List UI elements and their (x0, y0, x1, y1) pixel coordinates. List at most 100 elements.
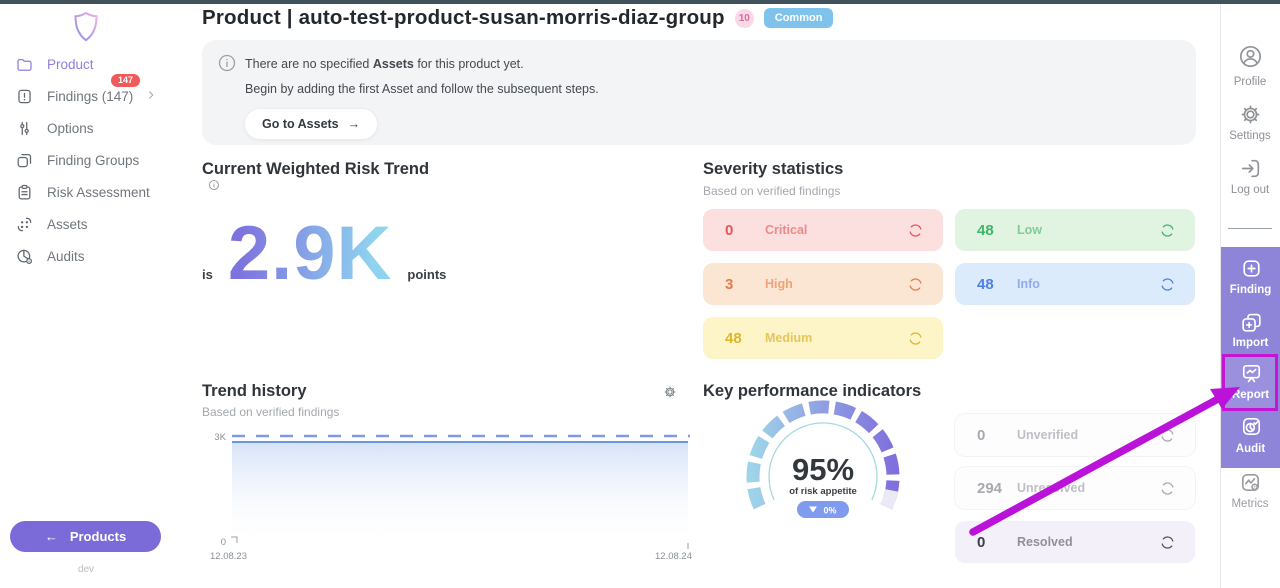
logout-icon (1241, 159, 1259, 178)
arrow-right-icon: → (347, 117, 361, 131)
trend-history-title: Trend history (202, 382, 307, 400)
chevron-right-icon[interactable] (144, 88, 158, 102)
trend-history-subtitle: Based on verified findings (202, 405, 340, 419)
risk-value-prefix: is (202, 267, 213, 282)
metrics-button[interactable] (1220, 470, 1280, 500)
severity-card-medium[interactable]: 48 Medium (703, 317, 943, 359)
link-icon[interactable] (1158, 533, 1177, 552)
kpi-label: Unverified (1017, 428, 1079, 442)
profile-label: Profile (1233, 76, 1267, 88)
kpi-count: 0 (977, 533, 986, 551)
link-icon[interactable] (906, 329, 925, 348)
severity-label: Medium (765, 331, 813, 345)
environment-label: dev (77, 564, 95, 575)
risk-appetite-gauge: 95% of risk appetite 0% (746, 400, 900, 518)
sidebar-item-label: Findings (147) (47, 88, 134, 104)
severity-section-subtitle: Based on verified findings (703, 184, 841, 198)
sliders-icon (20, 121, 29, 135)
severity-card-low[interactable]: 48 Low (955, 209, 1195, 251)
audit-pie-check-icon (1242, 417, 1260, 436)
link-icon[interactable] (1158, 479, 1177, 498)
sidebar-item-finding-groups[interactable]: Finding Groups (0, 144, 200, 176)
sidebar-item-label: Risk Assessment (47, 184, 150, 200)
link-icon[interactable] (1158, 426, 1177, 445)
severity-section-title: Severity statistics (703, 160, 844, 178)
kpi-card-unresolved[interactable]: 294 Unresolved (955, 467, 1195, 509)
risk-trend-section-title: Current Weighted Risk Trend (202, 160, 429, 191)
go-to-assets-button[interactable]: Go to Assets → (244, 108, 379, 140)
kpi-section-title: Key performance indicators (703, 382, 922, 400)
kpi-label: Resolved (1017, 535, 1073, 549)
findings-count-badge: 147 (111, 74, 141, 87)
visibility-badge: Common (763, 8, 834, 28)
page-title: Product | auto-test-product-susan-morris… (202, 6, 725, 29)
gauge-caption: of risk appetite (789, 486, 857, 497)
add-finding-button[interactable] (1221, 256, 1280, 286)
import-button[interactable] (1221, 310, 1280, 340)
top-window-bar (0, 0, 1280, 4)
trend-history-chart: 3K 0 12.08.23 12.08.24 (210, 432, 692, 562)
risk-value-suffix: points (407, 267, 447, 282)
person-icon (1239, 45, 1261, 68)
report-button[interactable] (1221, 361, 1280, 391)
sidebar-item-assets[interactable]: Assets (0, 208, 200, 240)
sidebar-item-label: Assets (47, 216, 88, 232)
kpi-count: 294 (977, 479, 1003, 497)
arrow-left-icon: ← (44, 529, 58, 544)
link-icon[interactable] (1158, 221, 1177, 240)
severity-count: 0 (725, 221, 734, 239)
info-icon (218, 54, 236, 72)
left-nav: Product Findings (147) 147 Options Findi… (0, 48, 200, 272)
logout-label: Log out (1230, 184, 1270, 196)
sidebar-item-label: Options (47, 120, 94, 136)
import-stack-icon (1241, 313, 1261, 332)
link-icon[interactable] (1158, 275, 1177, 294)
profile-button[interactable] (1220, 44, 1280, 74)
logout-button[interactable] (1220, 156, 1280, 186)
sidebar-item-product[interactable]: Product (0, 48, 200, 80)
risk-value: 2.9K (227, 211, 393, 296)
settings-button[interactable] (1220, 102, 1280, 132)
sidebar-item-audits[interactable]: Audits (0, 240, 200, 272)
audit-button[interactable] (1221, 414, 1280, 444)
kpi-card-resolved[interactable]: 0 Resolved (955, 521, 1195, 563)
pie-gear-icon (17, 249, 33, 264)
kpi-card-unverified[interactable]: 0 Unverified (955, 414, 1195, 456)
sidebar-item-findings[interactable]: Findings (147) 147 (0, 74, 200, 112)
triangle-down-icon (809, 506, 817, 513)
sidebar-item-risk-assessment[interactable]: Risk Assessment (0, 176, 200, 208)
gauge-delta-pill (797, 501, 849, 518)
y-axis-max-label: 3K (214, 432, 226, 443)
y-axis-min-label: 0 (221, 537, 226, 548)
folder-icon (17, 58, 32, 71)
audit-label: Audit (1235, 443, 1266, 455)
trend-settings-gear-icon[interactable] (662, 384, 678, 400)
settings-label: Settings (1229, 130, 1271, 142)
info-icon[interactable] (208, 179, 220, 191)
back-to-products-button[interactable]: ← Products (10, 521, 161, 552)
severity-card-info[interactable]: 48 Info (955, 263, 1195, 305)
metrics-label: Metrics (1231, 498, 1269, 510)
sidebar-item-options[interactable]: Options (0, 112, 200, 144)
link-icon[interactable] (906, 221, 925, 240)
kpi-label: Unresolved (1017, 481, 1086, 495)
page-header: Product | auto-test-product-susan-morris… (202, 6, 834, 30)
severity-label: Info (1017, 277, 1040, 291)
severity-card-high[interactable]: 3 High (703, 263, 943, 305)
left-sidebar: Product Findings (147) 147 Options Findi… (0, 4, 200, 588)
finding-alert-icon (18, 89, 31, 103)
dots-grid-icon (17, 217, 32, 231)
link-icon[interactable] (906, 275, 925, 294)
severity-label: High (765, 277, 793, 291)
x-axis-end-label: 12.08.24 (655, 551, 692, 562)
gauge-delta-value: 0% (823, 506, 836, 516)
severity-card-critical[interactable]: 0 Critical (703, 209, 943, 251)
risk-trend-value: is 2.9K points (202, 216, 446, 292)
products-button-label: Products (69, 529, 127, 544)
banner-message-line2: Begin by adding the first Asset and foll… (245, 82, 599, 96)
trend-area-fill (232, 443, 688, 545)
metrics-chart-gear-icon (1241, 473, 1259, 492)
kpi-count: 0 (977, 426, 986, 444)
sidebar-item-label: Audits (47, 248, 85, 264)
presentation-chart-icon (1242, 364, 1260, 383)
